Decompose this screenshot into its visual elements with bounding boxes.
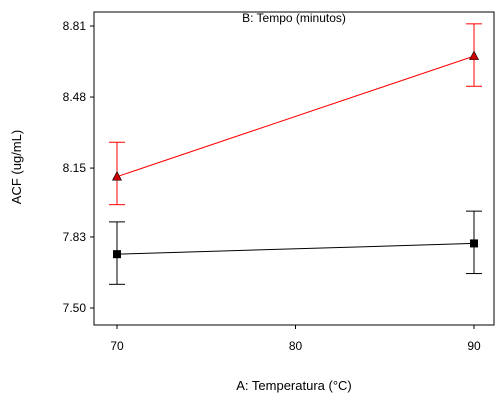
y-tick-label: 8.48 — [63, 90, 87, 104]
plot-area — [93, 11, 495, 326]
series-line — [116, 242, 475, 255]
chart-title: B: Tempo (minutos) — [242, 11, 346, 25]
square-point — [113, 250, 121, 259]
chart-axes: 7.50 7.83 8.15 8.48 8.81 70 80 90 — [63, 19, 481, 353]
x-tick-label: 80 — [289, 339, 303, 353]
x-tick-label: 70 — [110, 339, 124, 353]
y-tick-label: 7.50 — [63, 301, 87, 315]
y-axis-label: ACF (ug/mL) — [9, 130, 24, 204]
square-point — [470, 239, 478, 248]
triangle-point — [112, 171, 122, 181]
x-axis-label: A: Temperatura (°C) — [236, 378, 352, 393]
x-tick-label: 90 — [467, 339, 481, 353]
y-tick-label: 8.15 — [63, 161, 87, 175]
triangle-point — [469, 50, 479, 60]
chart-marks — [109, 23, 482, 285]
series-line — [116, 55, 475, 178]
y-tick-label: 8.81 — [63, 19, 87, 33]
y-tick-label: 7.83 — [63, 230, 87, 244]
